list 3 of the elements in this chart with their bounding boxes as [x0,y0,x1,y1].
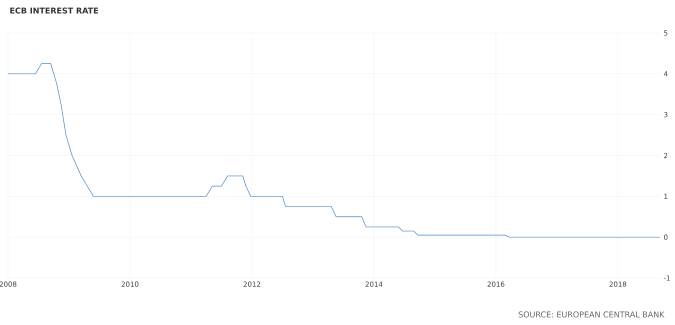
line-series [8,63,660,238]
source-note: SOURCE: EUROPEAN CENTRAL BANK [518,311,665,318]
chart-title: ECB INTEREST RATE [10,8,98,14]
